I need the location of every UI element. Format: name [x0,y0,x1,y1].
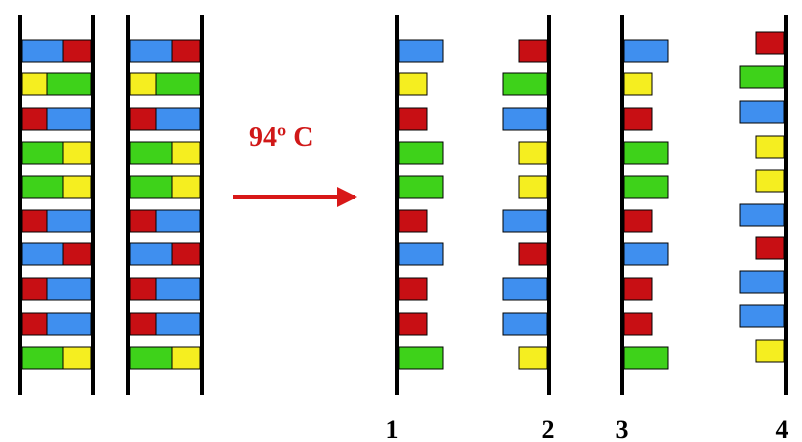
base [398,346,444,370]
base [21,72,51,96]
base [623,242,669,266]
base [46,72,92,96]
base [755,135,785,159]
base [739,65,785,89]
base [398,312,428,336]
base [21,39,67,63]
base [518,175,548,199]
base [755,31,785,55]
strand-label: 3 [616,415,629,442]
base [398,242,444,266]
base [623,141,669,165]
base [739,203,785,227]
base [739,270,785,294]
base [155,107,201,131]
base [129,277,159,301]
base [623,175,669,199]
base [398,107,428,131]
base [171,175,201,199]
base [398,39,444,63]
base [129,209,159,233]
base [739,304,785,328]
base [502,107,548,131]
base [518,141,548,165]
base [62,346,92,370]
base [623,277,653,301]
base [46,312,92,336]
base [755,236,785,260]
base [21,175,67,199]
base [21,107,51,131]
base [21,312,51,336]
base [21,277,51,301]
base [518,242,548,266]
base [398,277,428,301]
base [129,346,175,370]
base [171,346,201,370]
base [129,107,159,131]
base [21,346,67,370]
base [62,39,92,63]
base [155,312,201,336]
base [62,141,92,165]
base [155,72,201,96]
temperature-label: 94º C [249,122,313,153]
shapes [18,15,788,395]
base [739,100,785,124]
strand-label: 4 [776,415,789,442]
base [398,209,428,233]
base [171,242,201,266]
base [46,107,92,131]
base [623,346,669,370]
base [171,141,201,165]
base [21,141,67,165]
base [171,39,201,63]
base [129,312,159,336]
base [502,312,548,336]
base [502,209,548,233]
base [129,141,175,165]
base [129,39,175,63]
base [623,107,653,131]
base [623,39,669,63]
base [21,242,67,266]
base [518,39,548,63]
base [755,169,785,193]
base [155,209,201,233]
base [398,175,444,199]
base [129,175,175,199]
base [46,209,92,233]
base [21,209,51,233]
base [398,72,428,96]
base [46,277,92,301]
base [398,141,444,165]
base [62,175,92,199]
base [502,277,548,301]
base [623,72,653,96]
base [518,346,548,370]
base [155,277,201,301]
base [502,72,548,96]
base [129,242,175,266]
base [623,312,653,336]
base [62,242,92,266]
base [623,209,653,233]
base [755,339,785,363]
base [129,72,159,96]
strand-label: 2 [542,415,555,442]
strand-label: 1 [386,415,399,442]
